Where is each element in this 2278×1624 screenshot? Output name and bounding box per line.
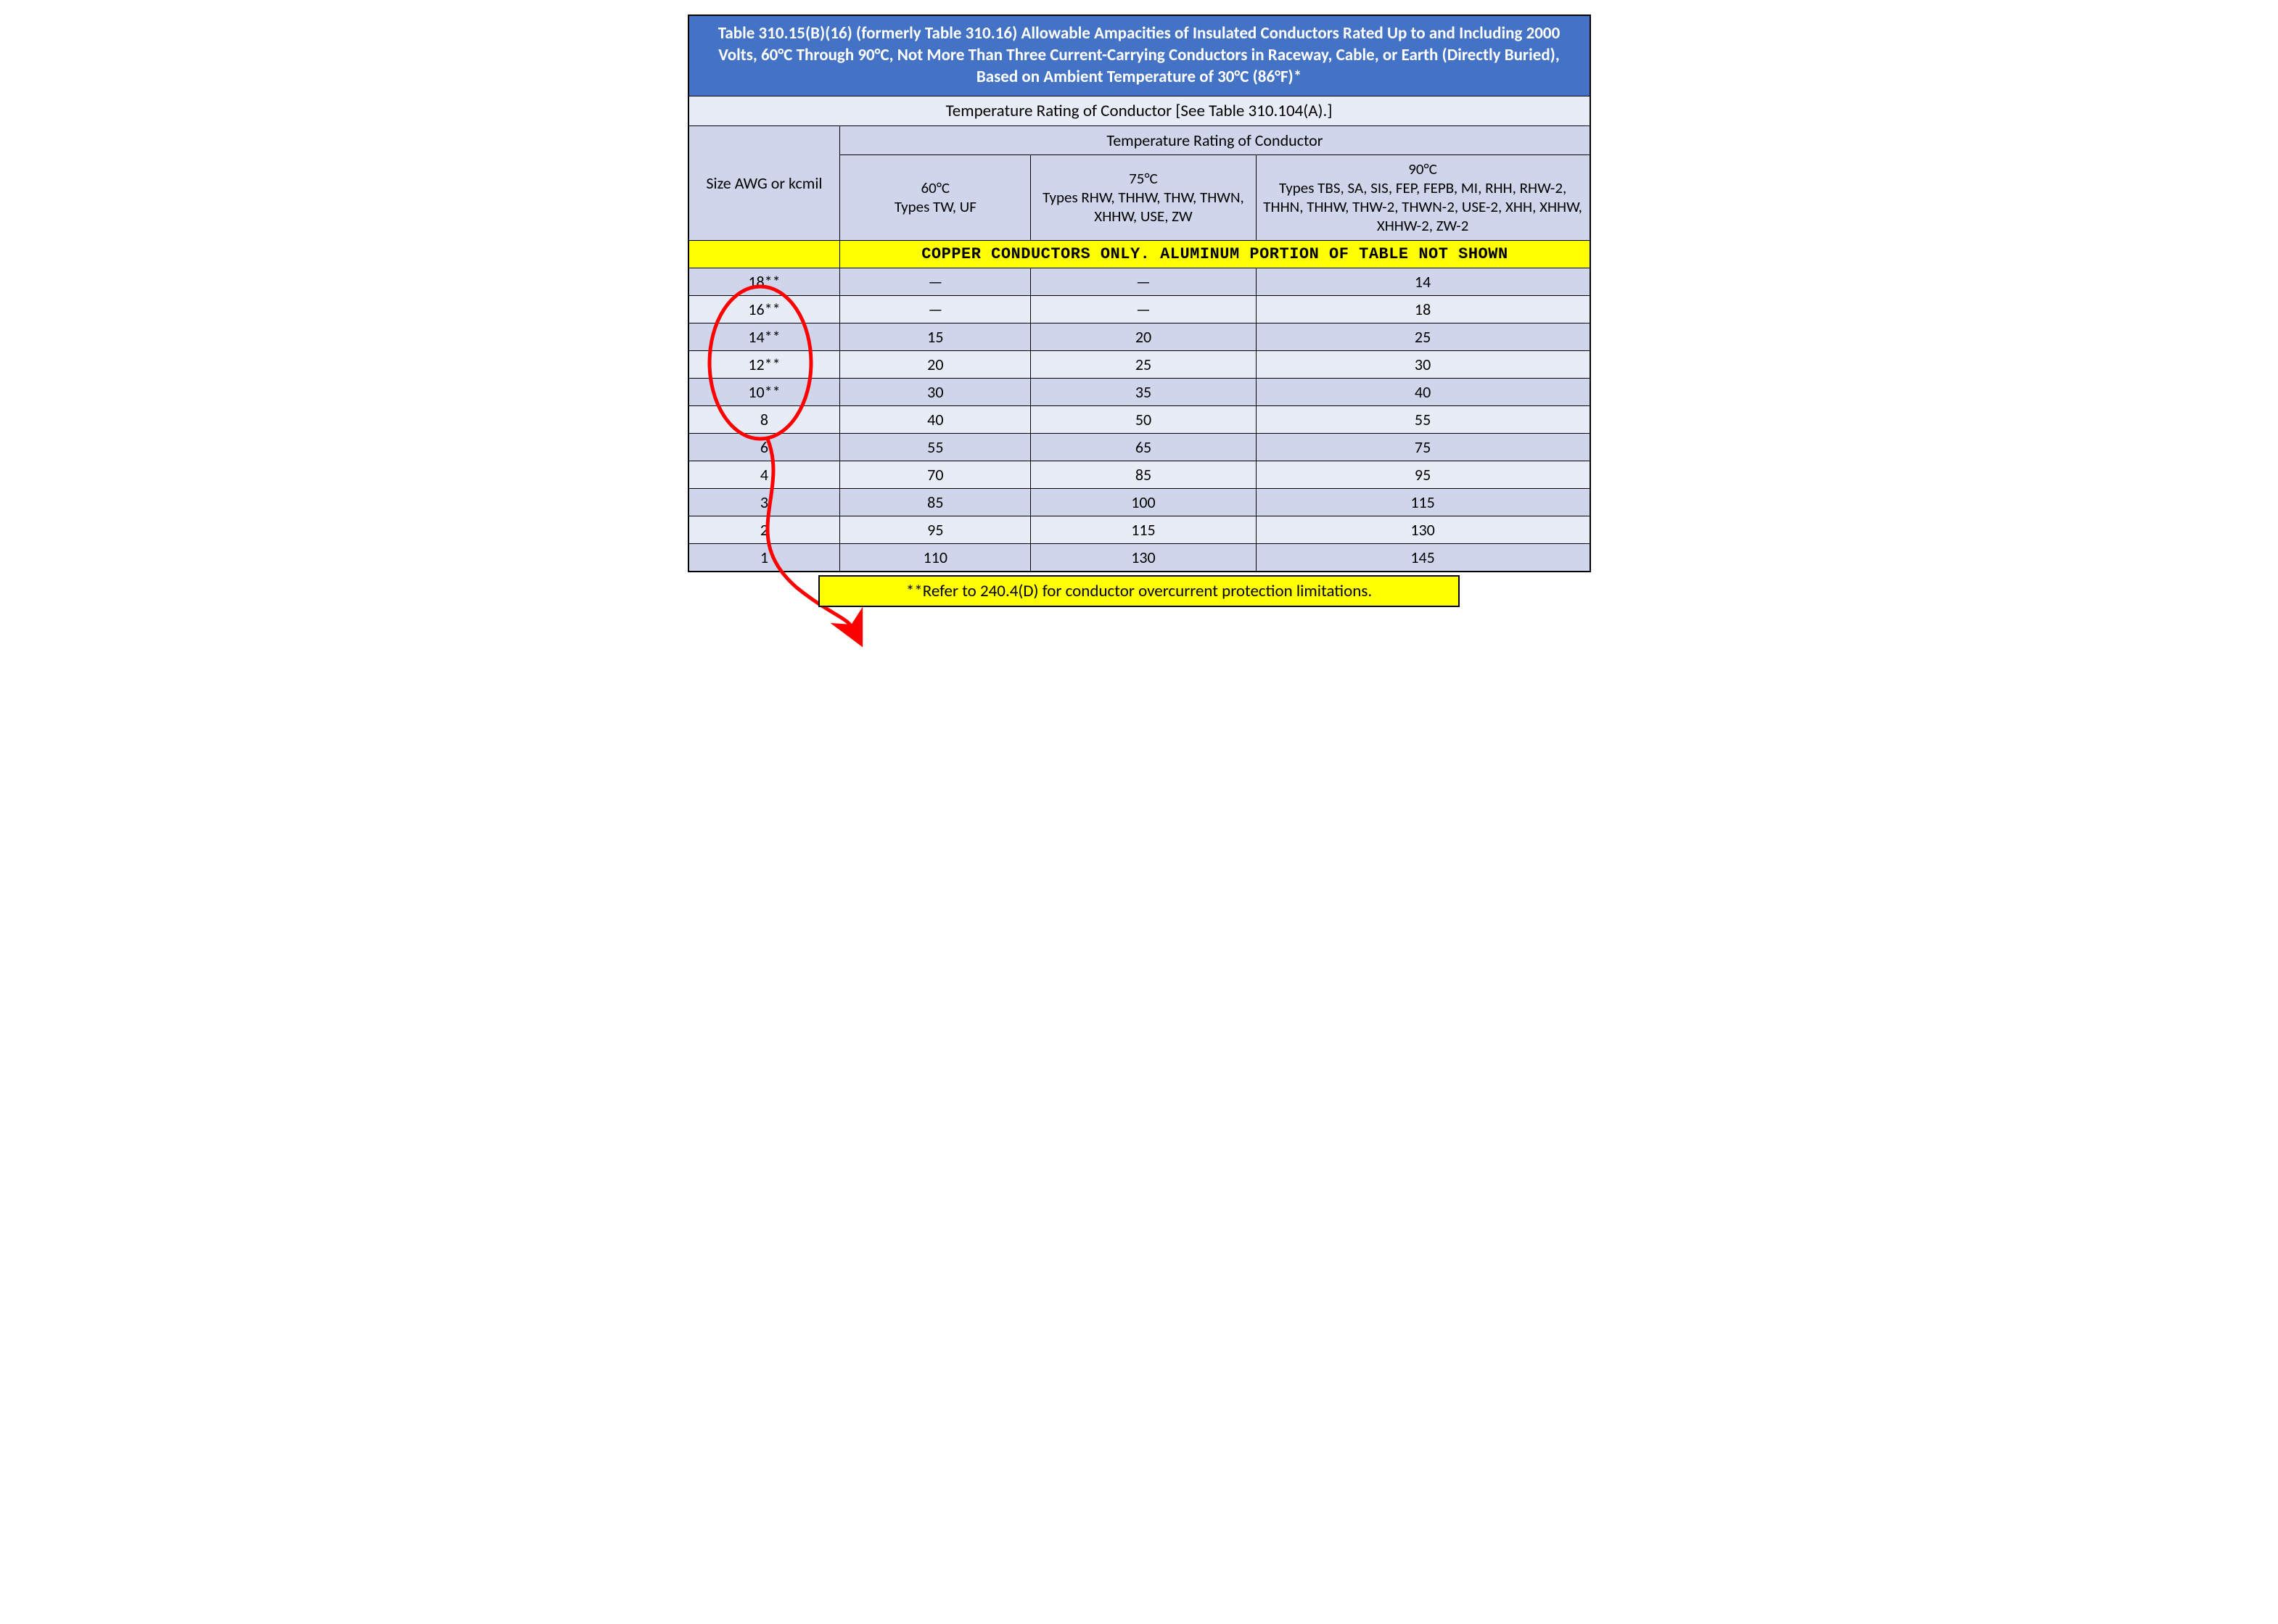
footnote: **Refer to 240.4(D) for conductor overcu…: [818, 575, 1460, 607]
table-row: 18**——14: [688, 268, 1590, 295]
ampacity-c60-cell: 40: [840, 405, 1031, 433]
table-row: 16**——18: [688, 295, 1590, 323]
ampacity-c90-cell: 18: [1256, 295, 1590, 323]
ampacity-c75-cell: —: [1031, 268, 1256, 295]
table-row: 14**152025: [688, 323, 1590, 350]
col-90c-header: 90°C Types TBS, SA, SIS, FEP, FEPB, MI, …: [1256, 154, 1590, 240]
ampacity-c75-cell: 100: [1031, 488, 1256, 516]
ampacity-c90-cell: 55: [1256, 405, 1590, 433]
col-60c-temp: 60°C: [921, 178, 950, 197]
ampacity-c60-cell: 95: [840, 516, 1031, 543]
table-row: 295115130: [688, 516, 1590, 543]
ampacity-c75-cell: 25: [1031, 350, 1256, 378]
table-row: 6556575: [688, 433, 1590, 461]
ampacity-c75-cell: 20: [1031, 323, 1256, 350]
size-blank-cell: [688, 240, 840, 268]
ampacity-c75-cell: 35: [1031, 378, 1256, 405]
ampacity-c60-cell: 15: [840, 323, 1031, 350]
ampacity-c60-cell: —: [840, 295, 1031, 323]
col-75c-types: Types RHW, THHW, THW, THWN, XHHW, USE, Z…: [1043, 188, 1244, 226]
ampacity-c75-cell: 50: [1031, 405, 1256, 433]
ampacity-c90-cell: 14: [1256, 268, 1590, 295]
table-row: 12**202530: [688, 350, 1590, 378]
size-column-header: Size AWG or kcmil: [688, 125, 840, 240]
ampacity-c75-cell: 115: [1031, 516, 1256, 543]
ampacity-c75-cell: 65: [1031, 433, 1256, 461]
table-title: Table 310.15(B)(16) (formerly Table 310.…: [688, 15, 1590, 96]
size-cell: 6: [688, 433, 840, 461]
ampacity-c90-cell: 95: [1256, 461, 1590, 488]
ampacity-c75-cell: 85: [1031, 461, 1256, 488]
size-cell: 14**: [688, 323, 840, 350]
ampacity-c90-cell: 115: [1256, 488, 1590, 516]
ampacity-c60-cell: 20: [840, 350, 1031, 378]
ampacity-c90-cell: 40: [1256, 378, 1590, 405]
ampacity-c90-cell: 130: [1256, 516, 1590, 543]
ampacity-c90-cell: 30: [1256, 350, 1590, 378]
ampacity-c90-cell: 25: [1256, 323, 1590, 350]
size-cell: 4: [688, 461, 840, 488]
size-cell: 16**: [688, 295, 840, 323]
col-75c-temp: 75°C: [1129, 169, 1158, 188]
data-body: 18**——1416**——1814**15202512**20253010**…: [688, 268, 1590, 572]
size-cell: 8: [688, 405, 840, 433]
ampacity-table: Table 310.15(B)(16) (formerly Table 310.…: [688, 15, 1591, 572]
size-cell: 18**: [688, 268, 840, 295]
table-row: 1110130145: [688, 543, 1590, 572]
ampacity-c60-cell: 55: [840, 433, 1031, 461]
temp-group-header: Temperature Rating of Conductor: [840, 125, 1590, 154]
table-subheader: Temperature Rating of Conductor [See Tab…: [688, 96, 1590, 125]
ampacity-table-container: Table 310.15(B)(16) (formerly Table 310.…: [688, 15, 1591, 607]
table-row: 10**303540: [688, 378, 1590, 405]
table-row: 4708595: [688, 461, 1590, 488]
ampacity-c90-cell: 145: [1256, 543, 1590, 572]
size-cell: 10**: [688, 378, 840, 405]
ampacity-c60-cell: —: [840, 268, 1031, 295]
table-row: 385100115: [688, 488, 1590, 516]
col-90c-temp: 90°C: [1408, 160, 1437, 178]
ampacity-c90-cell: 75: [1256, 433, 1590, 461]
size-cell: 2: [688, 516, 840, 543]
size-cell: 1: [688, 543, 840, 572]
ampacity-c75-cell: 130: [1031, 543, 1256, 572]
col-90c-types: Types TBS, SA, SIS, FEP, FEPB, MI, RHH, …: [1263, 178, 1582, 236]
table-row: 8405055: [688, 405, 1590, 433]
col-60c-header: 60°C Types TW, UF: [840, 154, 1031, 240]
ampacity-c60-cell: 85: [840, 488, 1031, 516]
ampacity-c60-cell: 30: [840, 378, 1031, 405]
ampacity-c60-cell: 70: [840, 461, 1031, 488]
col-75c-header: 75°C Types RHW, THHW, THW, THWN, XHHW, U…: [1031, 154, 1256, 240]
size-cell: 12**: [688, 350, 840, 378]
col-60c-types: Types TW, UF: [895, 197, 976, 216]
size-cell: 3: [688, 488, 840, 516]
copper-note: COPPER CONDUCTORS ONLY. ALUMINUM PORTION…: [840, 240, 1590, 268]
ampacity-c75-cell: —: [1031, 295, 1256, 323]
ampacity-c60-cell: 110: [840, 543, 1031, 572]
